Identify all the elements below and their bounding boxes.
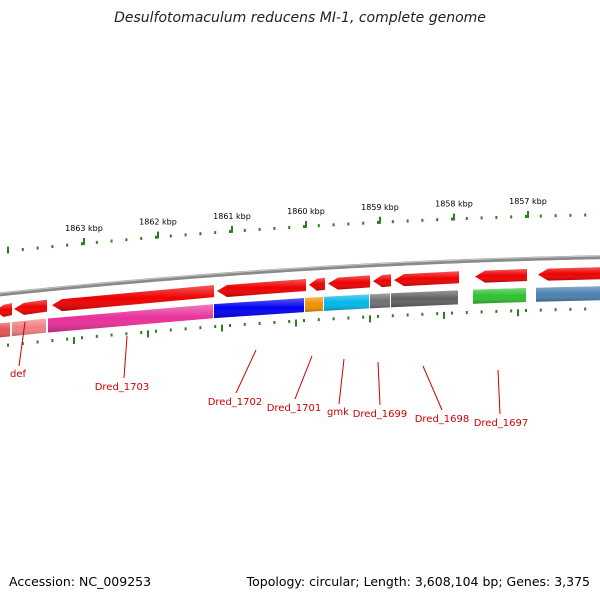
gene-label-leaders bbox=[18, 321, 501, 415]
accession-text: Accession: NC_009253 bbox=[9, 574, 152, 589]
gene-arrow-shade bbox=[52, 285, 214, 312]
gene-arrow-shade bbox=[328, 275, 370, 290]
label-leader-line bbox=[338, 358, 345, 405]
scale-label: 1861 kbp bbox=[213, 212, 251, 221]
backbone-ring bbox=[0, 255, 600, 297]
gene-arrow-shade bbox=[309, 277, 325, 291]
scale-label: 1860 kbp bbox=[287, 207, 325, 216]
map-title: Desulfotomaculum reducens MI-1, complete… bbox=[114, 10, 486, 26]
gene-block-shade bbox=[391, 290, 458, 308]
gene-arrow-shade bbox=[14, 299, 47, 315]
outer-scale-ticks bbox=[7, 213, 587, 253]
inner-scale-ticks bbox=[7, 307, 587, 347]
genome-summary-text: Topology: circular; Length: 3,608,104 bp… bbox=[246, 574, 590, 589]
gene-label: Dred_1701 bbox=[267, 403, 322, 414]
label-leader-line bbox=[377, 361, 381, 406]
gene-arrow-shade bbox=[0, 303, 12, 317]
gene-block-shade bbox=[370, 293, 390, 309]
scale-label: 1859 kbp bbox=[361, 203, 399, 212]
gene-arrow-shade bbox=[538, 267, 600, 281]
label-leader-line bbox=[294, 355, 313, 400]
gene-arrow-shade bbox=[475, 268, 527, 283]
gene-block-shade bbox=[536, 286, 600, 302]
backbone-line bbox=[0, 255, 600, 297]
gene-label: Dred_1697 bbox=[474, 418, 529, 429]
label-leader-line bbox=[235, 349, 257, 394]
gene-label: Dred_1702 bbox=[208, 397, 263, 408]
label-leader-line bbox=[123, 335, 128, 379]
gene-arrow-shade bbox=[373, 274, 391, 288]
gene-label: Dred_1703 bbox=[95, 382, 150, 393]
scale-label: 1858 kbp bbox=[435, 199, 473, 208]
scale-label: 1862 kbp bbox=[139, 218, 177, 227]
strand-arrows bbox=[0, 267, 600, 317]
scale-label: 1857 kbp bbox=[509, 197, 547, 206]
gene-block-shade bbox=[305, 296, 323, 313]
label-leader-line bbox=[497, 369, 501, 415]
gene-label: Dred_1699 bbox=[353, 409, 408, 420]
gene-arrow-shade bbox=[394, 271, 459, 287]
gene-label: gmk bbox=[327, 407, 349, 418]
gene-block-shade bbox=[324, 294, 369, 311]
gene-block-shade bbox=[12, 318, 46, 337]
label-leader-line bbox=[422, 365, 443, 411]
gene-block-shade bbox=[473, 287, 526, 304]
gene-block-shade bbox=[0, 322, 10, 338]
gene-block-shade bbox=[48, 304, 213, 333]
gene-block-shade bbox=[214, 298, 304, 319]
label-leader-line bbox=[18, 321, 26, 367]
gene-arrow-shade bbox=[217, 278, 306, 297]
gene-labels: def Dred_1703 Dred_1702 Dred_1701 gmk Dred_16… bbox=[10, 369, 528, 429]
scale-label: 1863 kbp bbox=[65, 224, 103, 233]
gene-label: def bbox=[10, 369, 27, 380]
gene-blocks bbox=[0, 286, 600, 338]
backbone-highlight bbox=[0, 255, 600, 294]
scale-labels: 1863 kbp 1862 kbp 1861 kbp 1860 kbp 1859 kbp… bbox=[7, 197, 547, 254]
gene-label: Dred_1698 bbox=[415, 414, 470, 425]
